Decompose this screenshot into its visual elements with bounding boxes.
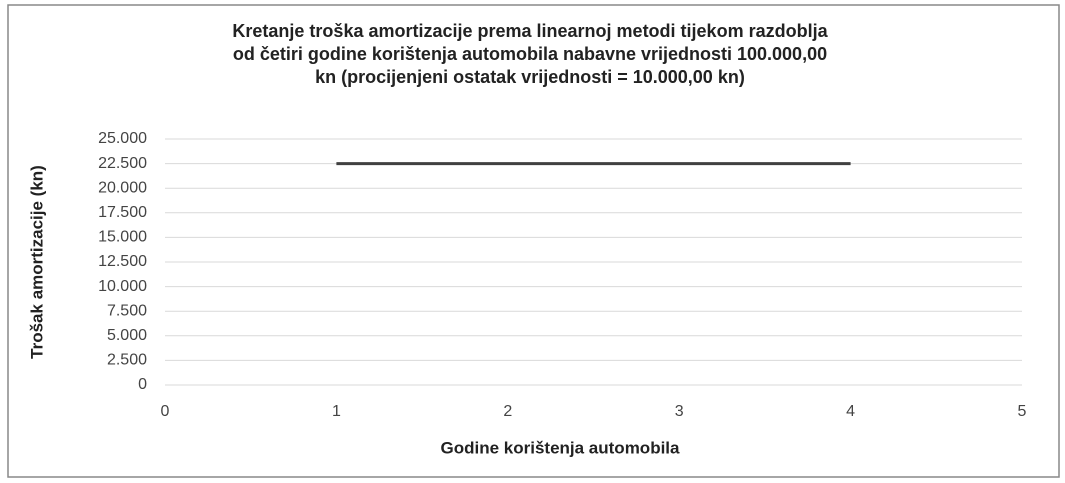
x-tick-label: 2: [503, 403, 512, 420]
y-tick-label: 22.500: [98, 155, 147, 172]
x-tick-label: 0: [161, 403, 170, 420]
y-tick-label: 0: [138, 376, 147, 393]
y-axis-label: Trošak amortizacije (kn): [27, 165, 46, 359]
chart-title: Kretanje troška amortizacije prema linea…: [232, 21, 828, 87]
y-tick-label: 25.000: [98, 130, 147, 147]
x-tick-label: 5: [1018, 403, 1027, 420]
y-tick-label: 12.500: [98, 253, 147, 270]
y-tick-label: 5.000: [107, 327, 147, 344]
x-tick-label: 3: [675, 403, 684, 420]
y-tick-label: 10.000: [98, 278, 147, 295]
x-axis-label: Godine korištenja automobila: [441, 438, 681, 457]
y-tick-label: 7.500: [107, 302, 147, 319]
chart-border: [7, 4, 1060, 478]
x-tick-label: 1: [332, 403, 341, 420]
y-tick-label: 20.000: [98, 179, 147, 196]
x-tick-label: 4: [846, 403, 855, 420]
y-tick-label: 15.000: [98, 229, 147, 246]
y-tick-label: 17.500: [98, 204, 147, 221]
y-tick-label: 2.500: [107, 352, 147, 369]
